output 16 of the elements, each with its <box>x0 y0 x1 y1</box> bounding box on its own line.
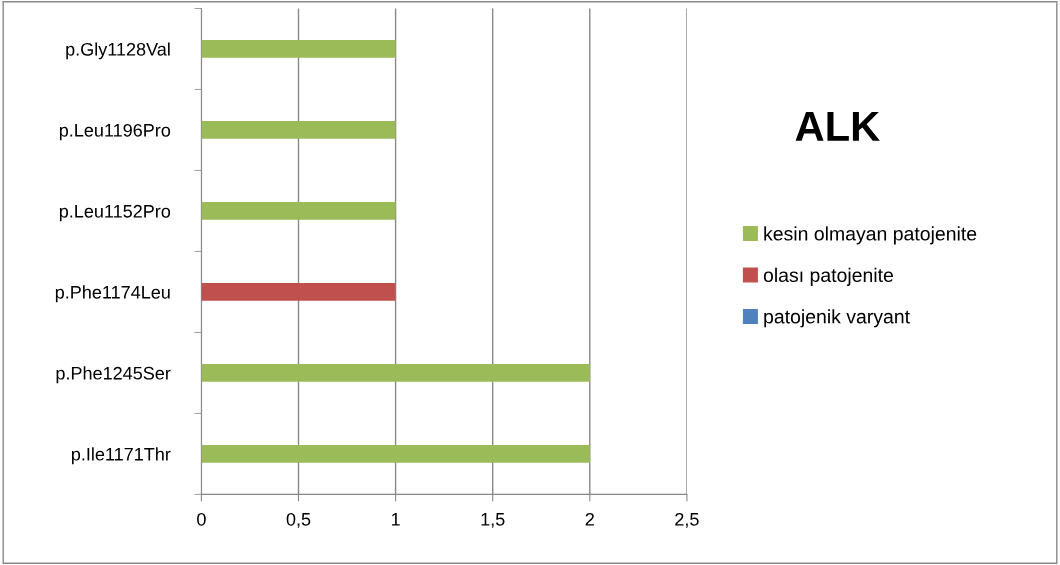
y-tick-label: p.Gly1128Val <box>66 42 170 60</box>
y-tick-label: p.Phe1174Leu <box>55 285 170 303</box>
text: ALK <box>795 112 880 141</box>
x-tick-label: 2,5 <box>675 512 699 528</box>
legend-label: kesin olmayan patojenite <box>764 226 977 245</box>
x-tick-label: 0 <box>197 512 206 526</box>
legend-label: patojenik varyant <box>764 309 910 328</box>
y-tick-label: p.Leu1152Pro <box>59 204 171 222</box>
x-tick-label: 0,5 <box>286 512 311 528</box>
x-tick-label: 1 <box>391 513 400 526</box>
y-tick-label: p.Phe1245Ser <box>56 366 171 384</box>
x-tick-label: 1,5 <box>481 513 505 528</box>
y-tick-label: p.Ile1171Thr <box>71 447 171 465</box>
x-tick-label: 2 <box>585 512 594 526</box>
y-tick-label: p.Leu1196Pro <box>59 123 171 141</box>
legend-label: olası patojenite <box>763 267 893 286</box>
